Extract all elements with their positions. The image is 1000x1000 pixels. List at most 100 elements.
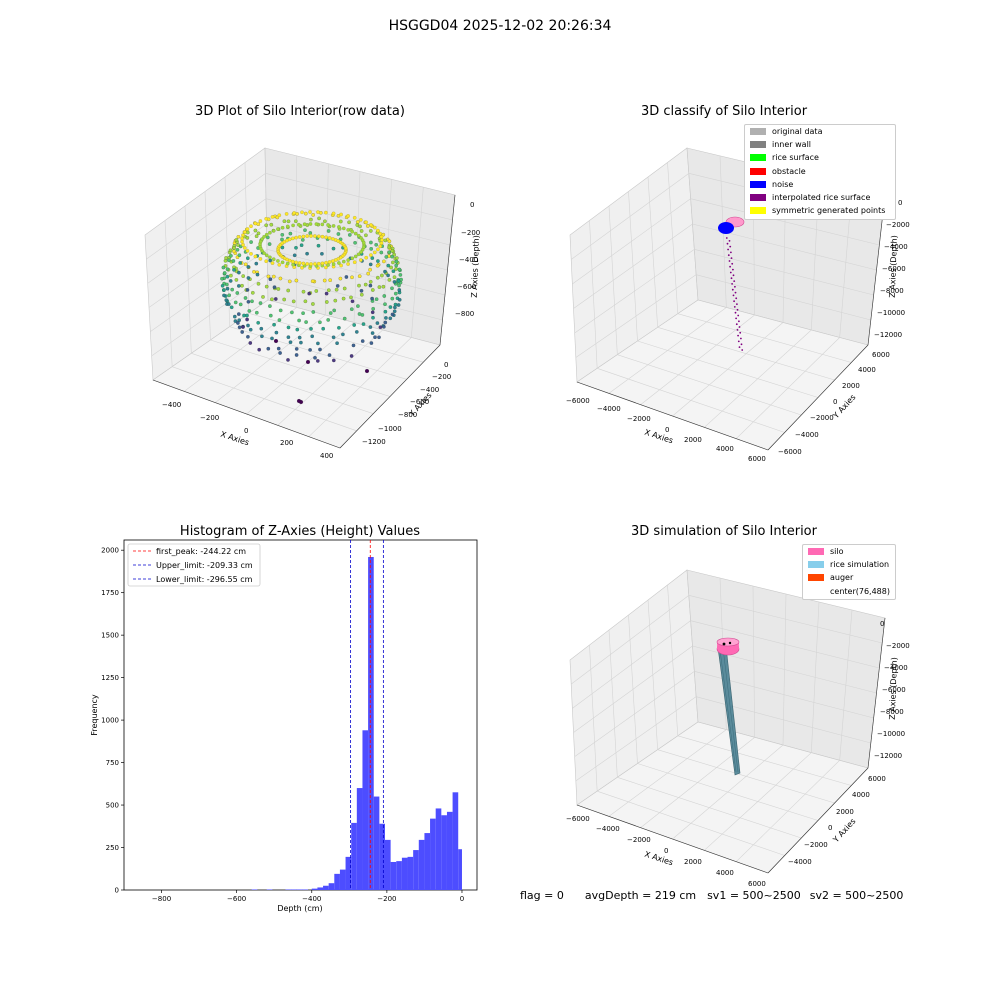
p2-ytick: 6000 (872, 351, 890, 359)
point (280, 225, 285, 230)
point (728, 260, 731, 262)
legend-entry: symmetric generated points (745, 204, 895, 217)
point (383, 309, 388, 314)
point (237, 325, 242, 330)
panel2-panes (569, 147, 886, 451)
point (308, 210, 312, 214)
point (346, 258, 350, 262)
legend-entry: interpolated rice surface (745, 191, 895, 204)
point (271, 229, 276, 233)
point (241, 243, 245, 247)
point (324, 260, 328, 265)
point (297, 399, 302, 404)
point (320, 261, 325, 266)
point (256, 281, 261, 286)
point (287, 279, 292, 284)
point (320, 252, 324, 256)
point (297, 335, 302, 340)
point (314, 289, 319, 293)
x-tick-label: −400 (302, 895, 321, 903)
point (397, 297, 402, 302)
histogram-bar (413, 850, 419, 890)
panel1-point-cloud (220, 210, 403, 405)
point (359, 292, 364, 297)
point (364, 220, 368, 225)
histogram-bar (396, 861, 402, 890)
point (318, 347, 322, 352)
panel1-title: 3D Plot of Silo Interior(row data) (195, 104, 405, 119)
point (291, 259, 295, 264)
point (346, 214, 350, 218)
point (301, 234, 306, 239)
point (397, 288, 402, 292)
point (264, 232, 269, 237)
point (344, 246, 348, 251)
point (301, 311, 305, 316)
p4-xtick: −4000 (596, 825, 620, 833)
point (321, 326, 326, 331)
point (258, 301, 263, 305)
histogram-bar (311, 888, 318, 890)
legend-label: center(76,488) (830, 586, 890, 596)
point (240, 236, 244, 241)
point (233, 300, 238, 305)
p1-ztick: 0 (470, 201, 475, 209)
point (728, 240, 731, 242)
point (734, 285, 736, 288)
point (260, 237, 264, 241)
point (291, 236, 295, 241)
point (266, 274, 271, 279)
point (349, 307, 354, 312)
histogram-bar (424, 833, 431, 890)
point (234, 238, 239, 242)
point (729, 271, 732, 274)
point (262, 251, 266, 255)
panel4-legend: silo rice simulation auger center(76,488) (802, 544, 896, 600)
point (354, 330, 359, 334)
point (255, 272, 260, 277)
point (342, 259, 346, 264)
point (246, 334, 250, 339)
point (351, 343, 356, 348)
legend-entry: rice surface (745, 151, 895, 164)
legend-label: obstacle (772, 166, 806, 176)
point (240, 330, 245, 334)
point (286, 219, 291, 224)
status-line: flag = 0 avgDepth = 219 cm sv1 = 500~250… (520, 889, 903, 902)
point (378, 231, 382, 236)
point (356, 233, 361, 238)
point (228, 248, 233, 253)
point (278, 276, 283, 281)
point (272, 322, 276, 327)
point (264, 259, 268, 263)
point (361, 322, 366, 326)
point (292, 211, 296, 215)
point (311, 302, 315, 306)
point (220, 283, 225, 288)
avg-depth-value: avgDepth = 219 cm (584, 889, 697, 902)
point (379, 250, 384, 255)
p4-xtick: 6000 (748, 880, 766, 888)
point (741, 349, 744, 351)
point (236, 321, 240, 325)
point (280, 260, 285, 265)
point (323, 219, 327, 224)
panel1-axis-lines (152, 194, 456, 449)
point (382, 324, 386, 329)
point (394, 259, 399, 264)
point (249, 240, 253, 244)
point (254, 261, 259, 266)
point (386, 273, 390, 278)
point (270, 215, 275, 219)
point (730, 257, 733, 259)
p2-ytick: 2000 (842, 382, 860, 390)
point (229, 305, 234, 310)
point (286, 335, 291, 340)
y-tick-label: 500 (106, 802, 119, 810)
point (297, 261, 302, 265)
point (280, 233, 285, 237)
histogram-bar (452, 792, 459, 890)
point (258, 257, 263, 261)
p2-ytick: −6000 (778, 448, 802, 456)
histogram-bar (362, 730, 369, 890)
